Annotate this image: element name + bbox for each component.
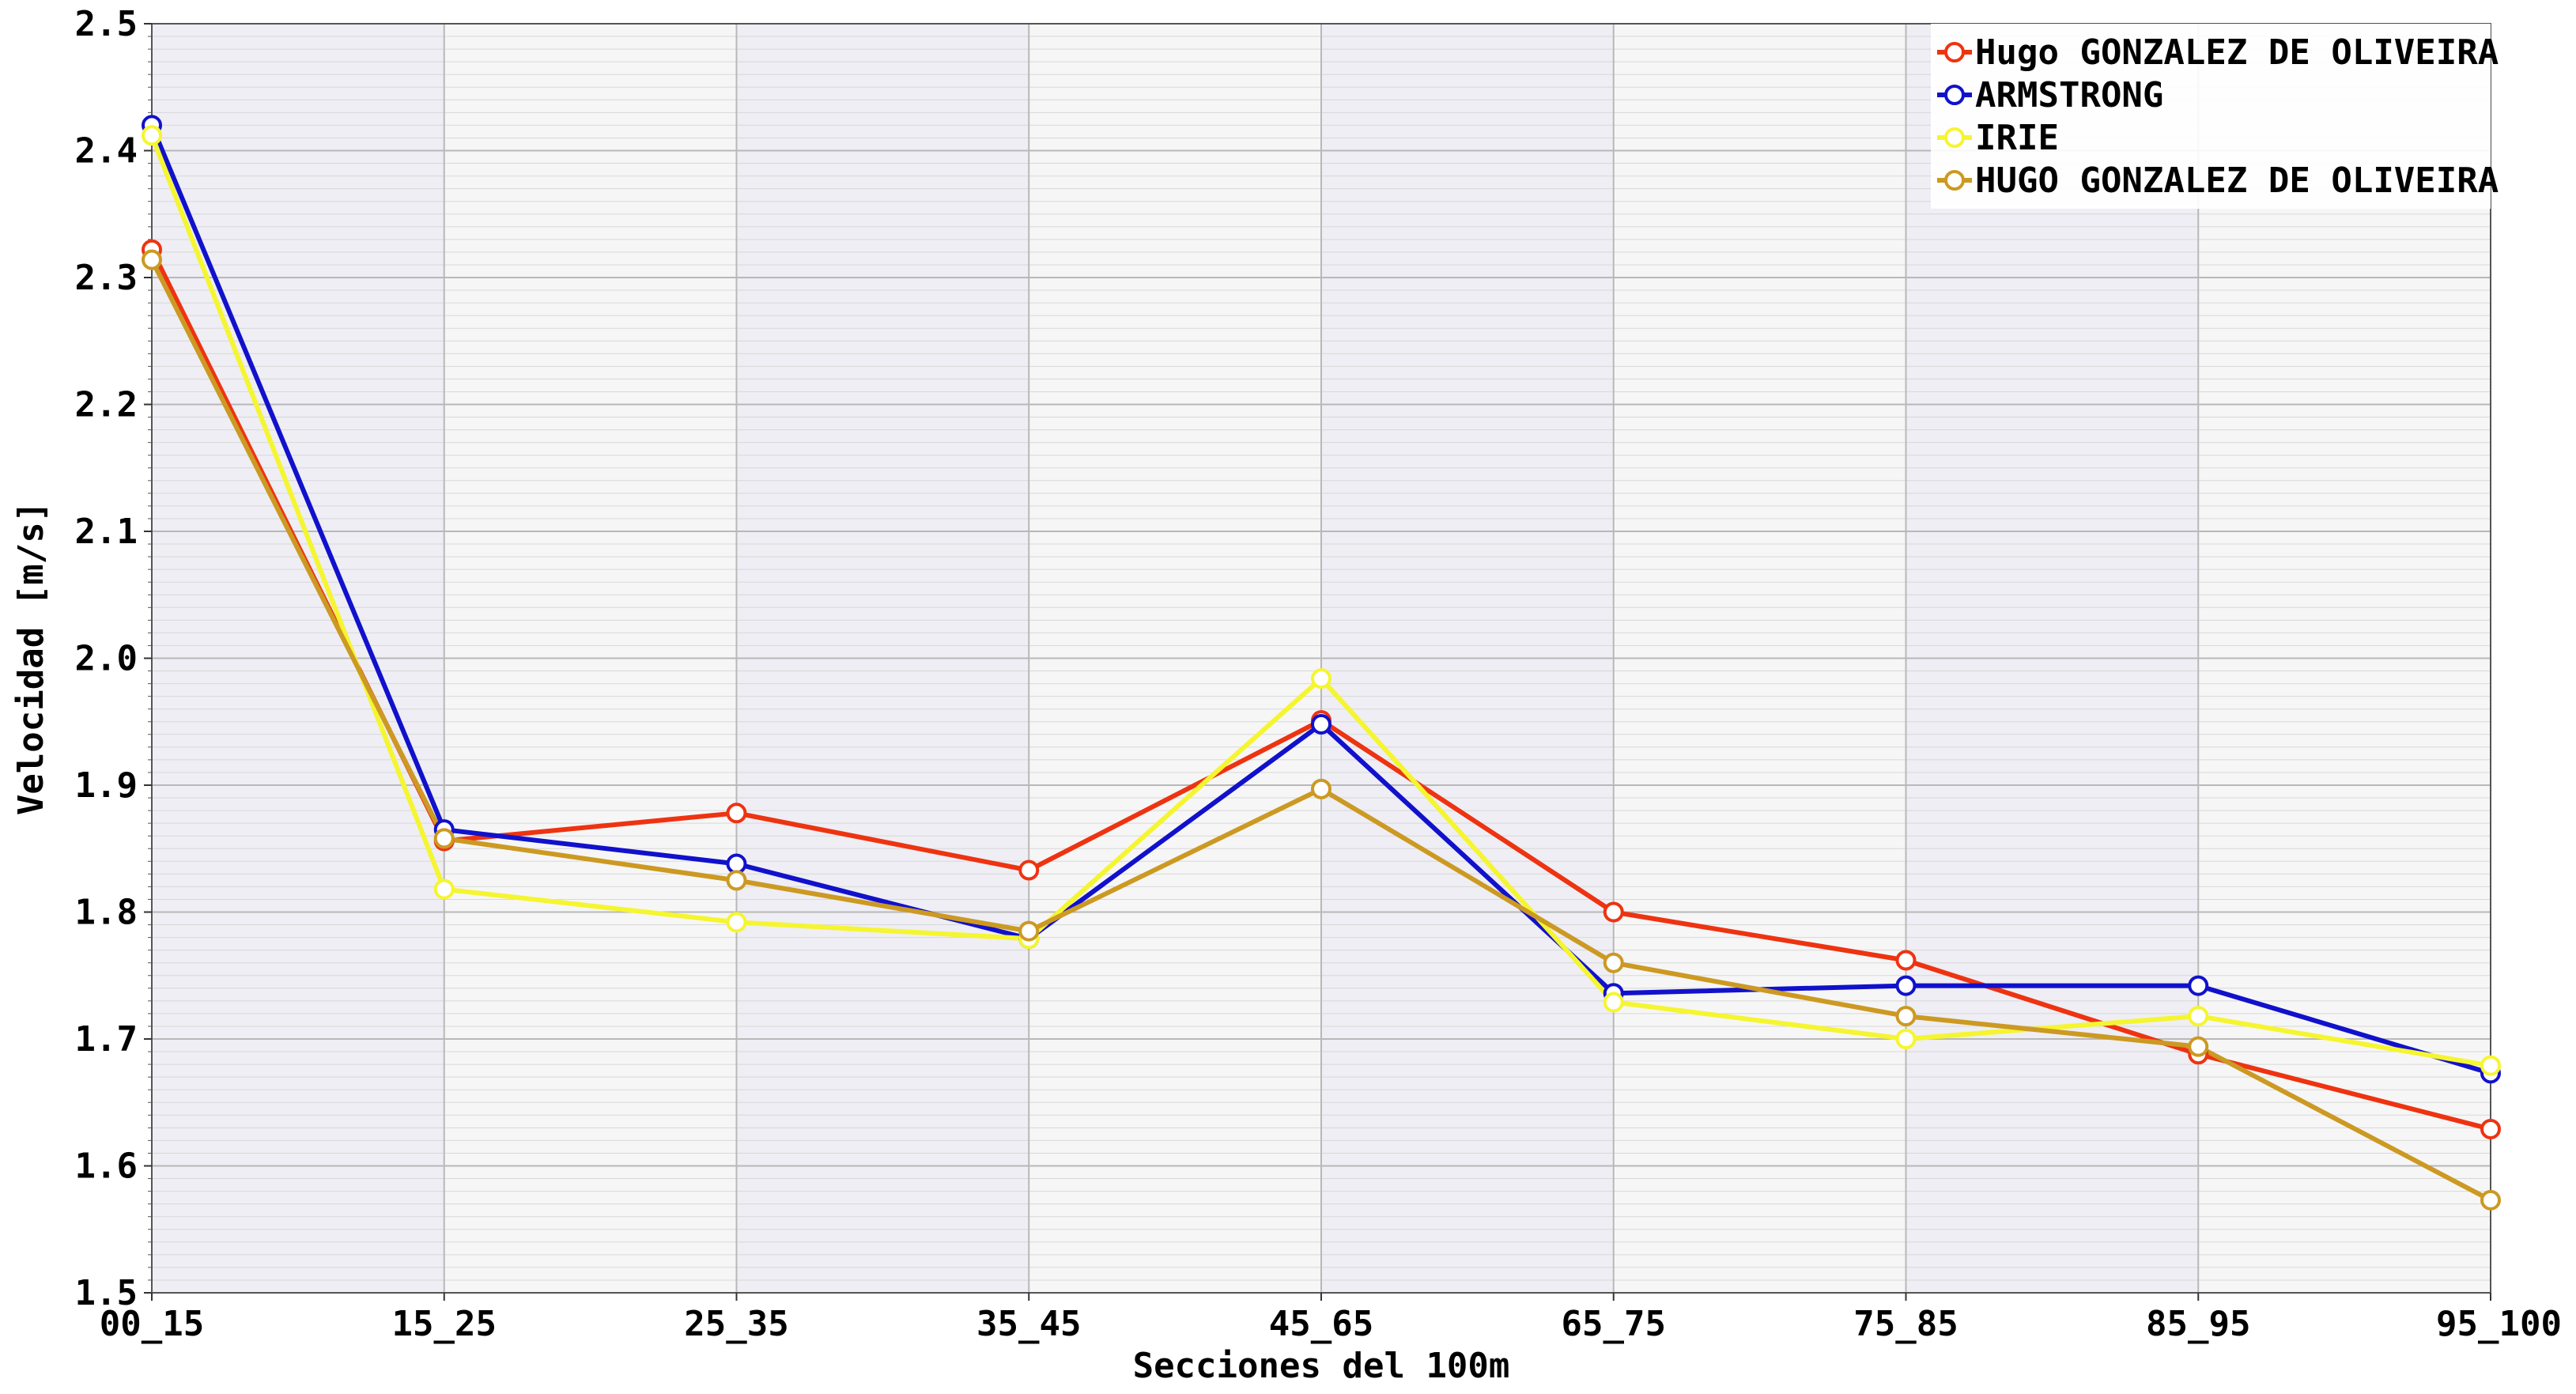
x-tick-label: 95_100	[2436, 1304, 2562, 1344]
x-axis-title: Secciones del 100m	[1133, 1346, 1510, 1386]
x-tick-label: 75_85	[1853, 1304, 1958, 1344]
data-point	[1603, 901, 1624, 923]
y-tick-label: 2.0	[75, 639, 138, 679]
y-tick-label: 2.1	[75, 512, 138, 552]
y-tick-label: 2.5	[75, 4, 138, 44]
data-point	[1018, 920, 1040, 942]
data-point	[1895, 1029, 1917, 1049]
y-tick-label: 1.5	[75, 1273, 138, 1313]
y-tick-label: 1.8	[75, 893, 138, 933]
legend-label: ARMSTRONG	[1975, 75, 2163, 115]
x-tick-label: 85_95	[2146, 1304, 2250, 1344]
data-point	[726, 870, 747, 891]
y-tick-label: 2.2	[75, 385, 138, 425]
legend: Hugo GONZALEZ DE OLIVEIRAARMSTRONGIRIEHU…	[1931, 24, 2499, 209]
data-point	[433, 878, 455, 900]
data-point	[1018, 859, 1040, 881]
data-point	[1603, 992, 1624, 1013]
x-axis-ticks: 00_15 15_25 25_35 35_45 45_65 65_75 75_85 85_95…	[100, 1293, 2562, 1344]
data-point	[1895, 950, 1917, 971]
legend-swatch-marker	[1944, 170, 1965, 191]
y-tick-label: 1.6	[75, 1147, 138, 1187]
data-point	[1311, 713, 1331, 735]
data-point	[142, 249, 162, 270]
data-point	[726, 853, 747, 875]
x-tick-label: 45_65	[1269, 1304, 1373, 1344]
data-point	[1311, 778, 1331, 799]
x-tick-label: 15_25	[392, 1304, 497, 1344]
legend-swatch-marker	[1944, 127, 1965, 148]
x-tick-label: 35_45	[976, 1304, 1081, 1344]
legend-label: HUGO GONZALEZ DE OLIVEIRA	[1975, 161, 2499, 201]
data-point	[726, 803, 747, 824]
series-markers-4	[142, 249, 2501, 1211]
data-point	[1895, 975, 1917, 996]
x-tick-label: 00_15	[100, 1304, 204, 1344]
data-point	[2188, 1036, 2209, 1057]
data-point	[726, 912, 747, 933]
data-point	[1311, 668, 1331, 689]
series-markers-3	[142, 125, 2501, 1076]
x-tick-label: 25_35	[684, 1304, 788, 1344]
legend-box	[1931, 24, 2491, 209]
legend-swatch-marker	[1944, 85, 1965, 105]
y-tick-label: 2.3	[75, 258, 138, 298]
data-point	[1895, 1006, 1917, 1027]
data-point	[2480, 1118, 2501, 1139]
data-point	[2480, 1055, 2501, 1076]
legend-label: Hugo GONZALEZ DE OLIVEIRA	[1975, 32, 2499, 73]
data-point	[433, 828, 455, 849]
series-layer	[142, 115, 2501, 1211]
y-tick-label: 2.4	[75, 131, 138, 172]
y-axis-ticks: 1.5 1.6 1.7 1.8 1.9 2.0 2.1 2.2 2.3 2.4 2.5	[75, 4, 152, 1313]
data-point	[2188, 975, 2209, 996]
y-tick-label: 1.7	[75, 1019, 138, 1060]
data-point	[1603, 952, 1624, 973]
legend-swatch-marker	[1944, 42, 1965, 62]
data-point	[2188, 1006, 2209, 1027]
y-axis-title: Velocidad [m/s]	[11, 501, 51, 815]
x-tick-label: 65_75	[1562, 1304, 1666, 1344]
y-tick-label: 1.9	[75, 765, 138, 806]
data-point	[142, 125, 162, 146]
legend-label: IRIE	[1975, 118, 2059, 158]
data-point	[2480, 1189, 2501, 1211]
